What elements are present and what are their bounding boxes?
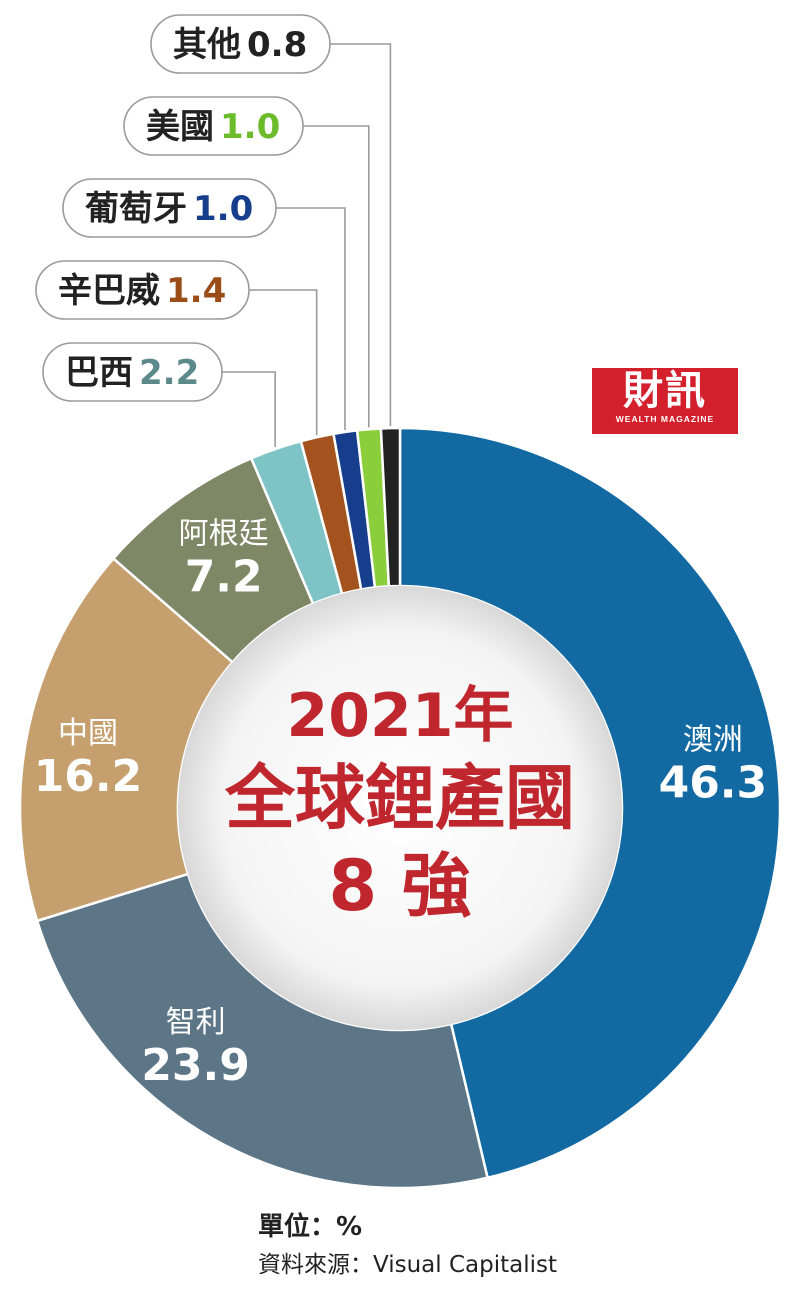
callout-name-6: 辛巴威 <box>58 271 160 311</box>
callout-name-7: 葡萄牙 <box>85 189 187 229</box>
callout-value-8: 1.0 <box>220 107 280 147</box>
callout-name-9: 其他 <box>173 25 241 65</box>
callout-pill-7 <box>62 178 277 238</box>
slice-name-1: 澳洲 <box>683 722 743 757</box>
center-title-line-3: 8 強 <box>328 845 471 927</box>
leader-line-5 <box>222 371 276 447</box>
donut-slices <box>18 426 782 1190</box>
slice-name-4: 阿根廷 <box>179 516 269 551</box>
callout-value-5: 2.2 <box>139 353 199 393</box>
slice-value-2: 23.9 <box>141 1040 250 1091</box>
callout-value-9: 0.8 <box>247 25 307 65</box>
callout-pill-9 <box>150 14 331 74</box>
slice-value-3: 16.2 <box>34 751 143 802</box>
logo-sub-text: WEALTH MAGAZINE <box>615 414 715 424</box>
donut-hole <box>178 586 622 1030</box>
source-note: 資料來源：Visual Capitalist <box>258 1252 558 1278</box>
slice-name-3: 中國 <box>58 716 118 751</box>
callout-pill-6 <box>35 260 250 320</box>
leader-line-8 <box>303 125 370 428</box>
leader-lines <box>222 43 392 447</box>
center-title-line-2: 全球鋰產國 <box>224 757 575 839</box>
wealth-magazine-logo: 財訊 WEALTH MAGAZINE <box>592 368 738 434</box>
leader-line-6 <box>249 289 318 436</box>
callout-name-5: 巴西 <box>65 353 133 393</box>
callout-value-7: 1.0 <box>193 189 253 229</box>
unit-note: 單位：% <box>258 1212 363 1242</box>
callout-pill-5 <box>42 342 223 402</box>
center-title-line-1: 2021年 <box>287 681 514 751</box>
chart-footer: 單位：% 資料來源：Visual Capitalist <box>258 1206 557 1279</box>
slice-name-2: 智利 <box>166 1005 226 1040</box>
leader-line-7 <box>276 207 346 430</box>
logo-main-text: 財訊 <box>623 367 707 414</box>
callout-pill-8 <box>123 96 304 156</box>
leader-line-9 <box>330 43 392 427</box>
slice-value-1: 46.3 <box>659 757 768 808</box>
slice-value-4: 7.2 <box>185 551 263 602</box>
callout-value-6: 1.4 <box>166 271 226 311</box>
callout-name-8: 美國 <box>146 107 214 147</box>
